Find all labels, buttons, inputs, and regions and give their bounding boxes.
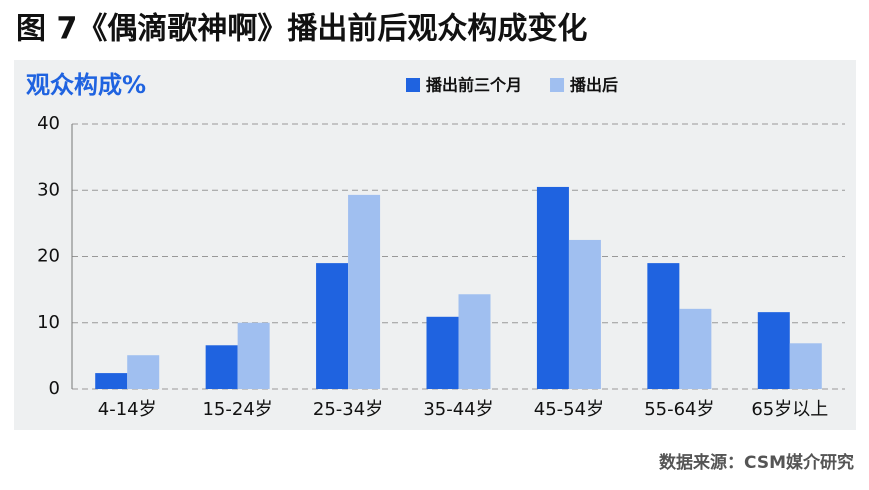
x-tick-label: 25-34岁	[313, 399, 383, 420]
bar	[757, 312, 790, 389]
legend-swatch	[550, 78, 565, 92]
bar	[789, 343, 822, 389]
bar	[568, 239, 601, 389]
source: 数据来源：CSM媒介研究	[659, 452, 854, 473]
legend-label: 播出前三个月	[426, 76, 522, 95]
bar	[348, 194, 381, 389]
bar	[316, 263, 349, 389]
bar	[458, 294, 491, 389]
legend-swatch	[406, 78, 420, 92]
y-axis-label: 观众构成%	[26, 71, 146, 99]
y-tick-label: 10	[37, 312, 60, 333]
x-tick-label: 15-24岁	[202, 399, 272, 420]
bar	[95, 373, 128, 389]
chart-title: 图 7《偶滴歌神啊》播出前后观众构成变化	[16, 12, 587, 47]
y-tick-label: 0	[49, 378, 60, 399]
bar	[426, 316, 459, 389]
y-tick-label: 20	[37, 246, 60, 267]
bar	[127, 355, 160, 389]
bar	[237, 322, 270, 389]
x-tick-label: 65岁以上	[751, 399, 828, 420]
bar	[536, 186, 569, 389]
bar	[205, 345, 238, 389]
y-tick-label: 30	[37, 179, 60, 200]
x-tick-label: 45-54岁	[534, 399, 604, 420]
x-tick-label: 4-14岁	[98, 399, 157, 420]
bar	[647, 263, 680, 389]
x-tick-label: 35-44岁	[423, 399, 493, 420]
y-tick-label: 40	[37, 113, 60, 134]
legend-label: 播出后	[570, 76, 618, 95]
x-tick-label: 55-64岁	[644, 399, 714, 420]
bar	[679, 308, 712, 389]
